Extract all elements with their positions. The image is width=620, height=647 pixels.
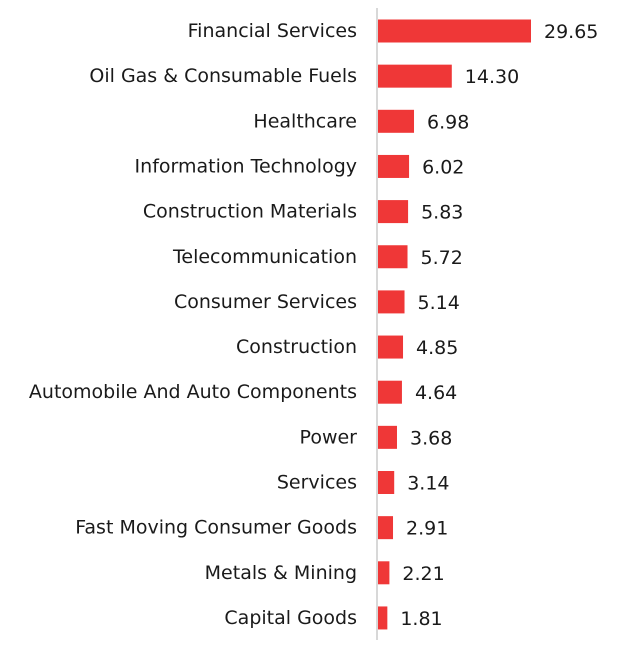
value-label: 4.64 <box>415 382 457 404</box>
category-label: Telecommunication <box>172 246 357 268</box>
value-label: 4.85 <box>416 337 458 359</box>
bar <box>378 425 397 449</box>
bar <box>378 64 452 88</box>
category-label: Consumer Services <box>174 291 357 313</box>
bar-row: Services 3.14 <box>277 471 450 495</box>
category-label: Metals & Mining <box>205 562 357 584</box>
bar <box>378 19 531 43</box>
bar <box>378 109 415 133</box>
bar-row: Consumer Services 5.14 <box>174 290 460 314</box>
bar-row: Healthcare 6.98 <box>253 109 469 133</box>
category-label: Information Technology <box>135 155 357 177</box>
category-label: Financial Services <box>188 20 357 42</box>
value-label: 14.30 <box>465 66 519 88</box>
bar <box>378 516 394 540</box>
value-label: 2.21 <box>402 563 444 585</box>
category-label: Power <box>300 426 358 448</box>
bar-row: Automobile And Auto Components 4.64 <box>29 380 457 404</box>
bar <box>378 154 410 178</box>
value-label: 3.68 <box>410 427 452 449</box>
bar-row: Power 3.68 <box>300 425 452 449</box>
bar <box>378 380 402 404</box>
bar <box>378 606 388 630</box>
value-label: 3.14 <box>407 473 449 495</box>
value-label: 6.98 <box>427 111 469 133</box>
category-label: Automobile And Auto Components <box>29 381 357 403</box>
bar <box>378 561 390 585</box>
value-label: 29.65 <box>544 21 598 43</box>
bar <box>378 471 395 494</box>
bar-row: Information Technology 6.02 <box>135 154 464 178</box>
value-label: 6.02 <box>422 156 464 178</box>
bar <box>378 290 405 314</box>
category-label: Oil Gas & Consumable Fuels <box>89 65 357 87</box>
category-label: Capital Goods <box>224 607 357 629</box>
value-label: 2.91 <box>406 518 448 540</box>
bar-row: Construction 4.85 <box>236 335 458 359</box>
bar-row: Financial Services 29.65 <box>188 19 598 43</box>
bar-row: Oil Gas & Consumable Fuels 14.30 <box>89 64 519 88</box>
bar-row: Capital Goods 1.81 <box>224 606 443 630</box>
value-label: 1.81 <box>400 608 442 630</box>
category-label: Construction Materials <box>143 201 357 223</box>
value-label: 5.83 <box>421 202 463 224</box>
bar-row: Fast Moving Consumer Goods 2.91 <box>75 516 448 540</box>
bar-row: Metals & Mining 2.21 <box>205 561 445 585</box>
category-label: Healthcare <box>253 110 357 132</box>
category-label: Fast Moving Consumer Goods <box>75 517 357 539</box>
value-label: 5.72 <box>421 247 463 269</box>
category-label: Construction <box>236 336 357 358</box>
bar-row: Telecommunication 5.72 <box>172 245 463 269</box>
bar <box>378 335 404 359</box>
bar <box>378 200 409 224</box>
bar <box>378 245 408 269</box>
value-label: 5.14 <box>418 292 460 314</box>
chart-rows: Financial Services 29.65 Oil Gas & Consuma… <box>29 19 598 630</box>
category-label: Services <box>277 472 357 494</box>
bar-row: Construction Materials 5.83 <box>143 200 463 224</box>
